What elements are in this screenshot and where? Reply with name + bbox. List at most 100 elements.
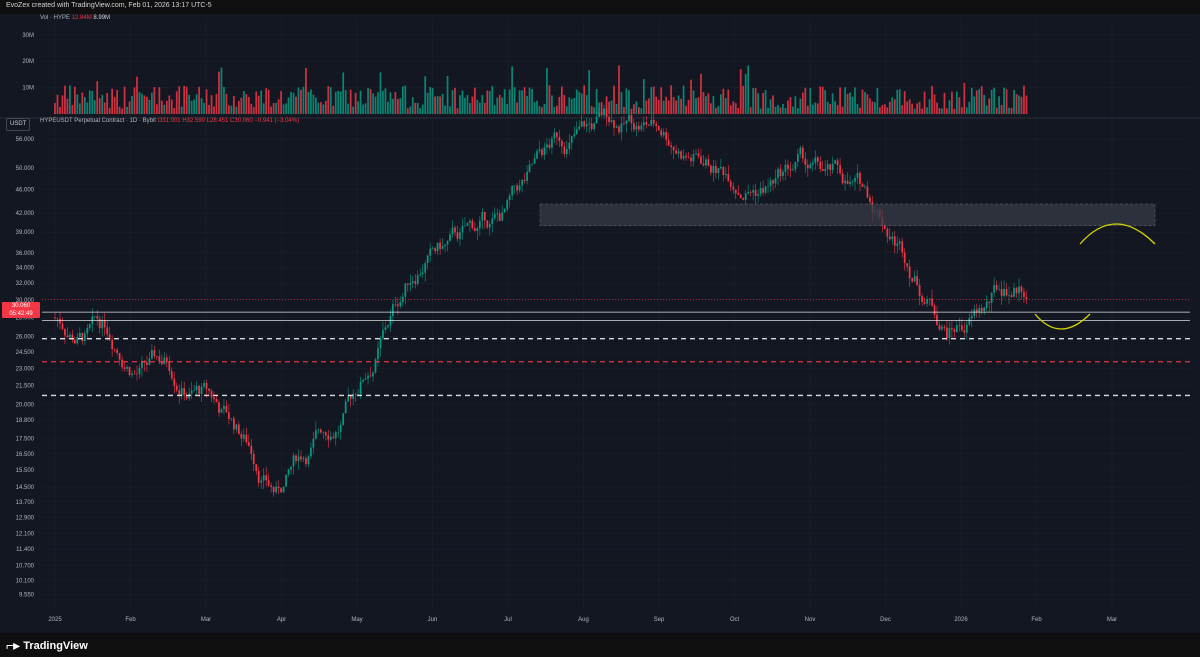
- candle-body: [255, 464, 258, 472]
- volume-bar: [836, 104, 839, 114]
- volume-bar: [779, 107, 782, 114]
- candle-body: [76, 337, 79, 344]
- volume-bar: [682, 85, 685, 114]
- chart-canvas[interactable]: 56.000 50.000 46.000 42.000 39.000 36.000 34.0…: [0, 14, 1200, 633]
- candle-body: [742, 197, 745, 200]
- volume-bar: [464, 97, 466, 114]
- volume-bar: [387, 101, 389, 114]
- volume-bar: [757, 93, 759, 114]
- candle-body: [342, 413, 345, 425]
- volume-bar: [377, 92, 379, 114]
- volume-bar: [225, 93, 228, 114]
- volume-bar: [295, 96, 297, 114]
- volume-bar: [461, 90, 464, 114]
- volume-bar: [819, 86, 822, 114]
- candle-body: [652, 119, 655, 124]
- candle-body: [834, 160, 837, 164]
- candle-body: [486, 220, 489, 228]
- candle-body: [580, 121, 583, 127]
- candle-body: [389, 316, 392, 326]
- volume-bar: [414, 103, 417, 114]
- volume-bar: [334, 91, 337, 114]
- volume-bar: [1008, 107, 1010, 114]
- candle-body: [531, 163, 533, 165]
- volume-bar: [205, 89, 208, 114]
- candle-body: [474, 228, 476, 232]
- volume-bar: [680, 98, 682, 114]
- candle-body: [101, 319, 104, 329]
- volume-bar: [200, 98, 203, 114]
- candle-body: [538, 149, 541, 152]
- volume-bar: [876, 88, 879, 114]
- candle-body: [215, 398, 218, 403]
- candle-body: [618, 126, 620, 133]
- candle-body: [369, 375, 372, 377]
- candle-body: [598, 111, 600, 117]
- candle-body: [938, 325, 941, 330]
- candle-body: [563, 146, 566, 155]
- volume-bar: [891, 97, 894, 114]
- tradingview-logo[interactable]: ⌐▸ TradingView: [6, 637, 88, 654]
- candle-body: [96, 316, 99, 319]
- volume-bar: [469, 103, 471, 114]
- volume-bar: [593, 107, 596, 114]
- volume-bar: [168, 95, 171, 114]
- candle-body: [672, 147, 675, 151]
- candle-body: [111, 339, 114, 349]
- candle-body: [103, 319, 106, 328]
- volume-bar: [787, 100, 789, 114]
- price-tick-label: 11.400: [16, 547, 35, 553]
- candle-body: [729, 181, 732, 187]
- volume-bar: [749, 107, 752, 114]
- volume-bar: [466, 95, 469, 114]
- volume-bar: [951, 91, 953, 114]
- volume-bar: [349, 89, 352, 114]
- candle-body: [883, 225, 886, 229]
- volume-bar: [747, 65, 750, 114]
- volume-bar: [585, 95, 588, 114]
- volume-bar: [705, 96, 707, 114]
- price-tick-label: 34.000: [16, 266, 35, 272]
- volume-bar: [180, 106, 183, 114]
- volume-bar: [628, 90, 630, 114]
- candle-body: [434, 248, 437, 251]
- volume-bar: [824, 90, 827, 114]
- candle-body: [958, 325, 961, 326]
- candle-body: [677, 151, 680, 154]
- volume-bar: [165, 100, 168, 114]
- candle-body: [854, 177, 856, 182]
- currency-badge[interactable]: USDT: [6, 118, 31, 131]
- volume-bar: [859, 107, 861, 114]
- candle-body: [963, 330, 966, 333]
- volume-bar: [685, 105, 687, 114]
- candle-body: [777, 168, 779, 179]
- volume-bar: [429, 86, 432, 114]
- volume-bar: [662, 100, 665, 114]
- candle-body: [285, 474, 287, 487]
- top-bar: EvoZex created with TradingView.com, Feb…: [0, 0, 1200, 14]
- volume-bar: [444, 105, 446, 114]
- volume-bar: [389, 92, 392, 114]
- volume-bar: [931, 85, 933, 114]
- candle-body: [637, 125, 640, 130]
- candle-body: [223, 405, 225, 410]
- volume-bar: [359, 90, 362, 114]
- volume-bar: [233, 96, 235, 114]
- ohlc-high: H32.590: [182, 118, 205, 124]
- volume-bar: [717, 105, 720, 114]
- candle-body: [625, 120, 628, 124]
- volume-bar: [103, 102, 106, 114]
- candle-body: [257, 471, 260, 483]
- candle-body: [230, 418, 233, 420]
- symbol-title[interactable]: HYPEUSDT Perpetual Contract · 1D · Bybit: [40, 118, 156, 124]
- volume-bar: [195, 94, 198, 114]
- candle-body: [931, 298, 933, 306]
- candle-body: [260, 480, 263, 483]
- candle-body: [1013, 287, 1015, 297]
- volume-bar: [620, 92, 623, 114]
- candle-body: [93, 316, 96, 317]
- candle-body: [841, 173, 844, 184]
- price-tick-label: 32.000: [16, 281, 35, 287]
- candle-body: [608, 116, 610, 123]
- volume-bar: [69, 85, 71, 114]
